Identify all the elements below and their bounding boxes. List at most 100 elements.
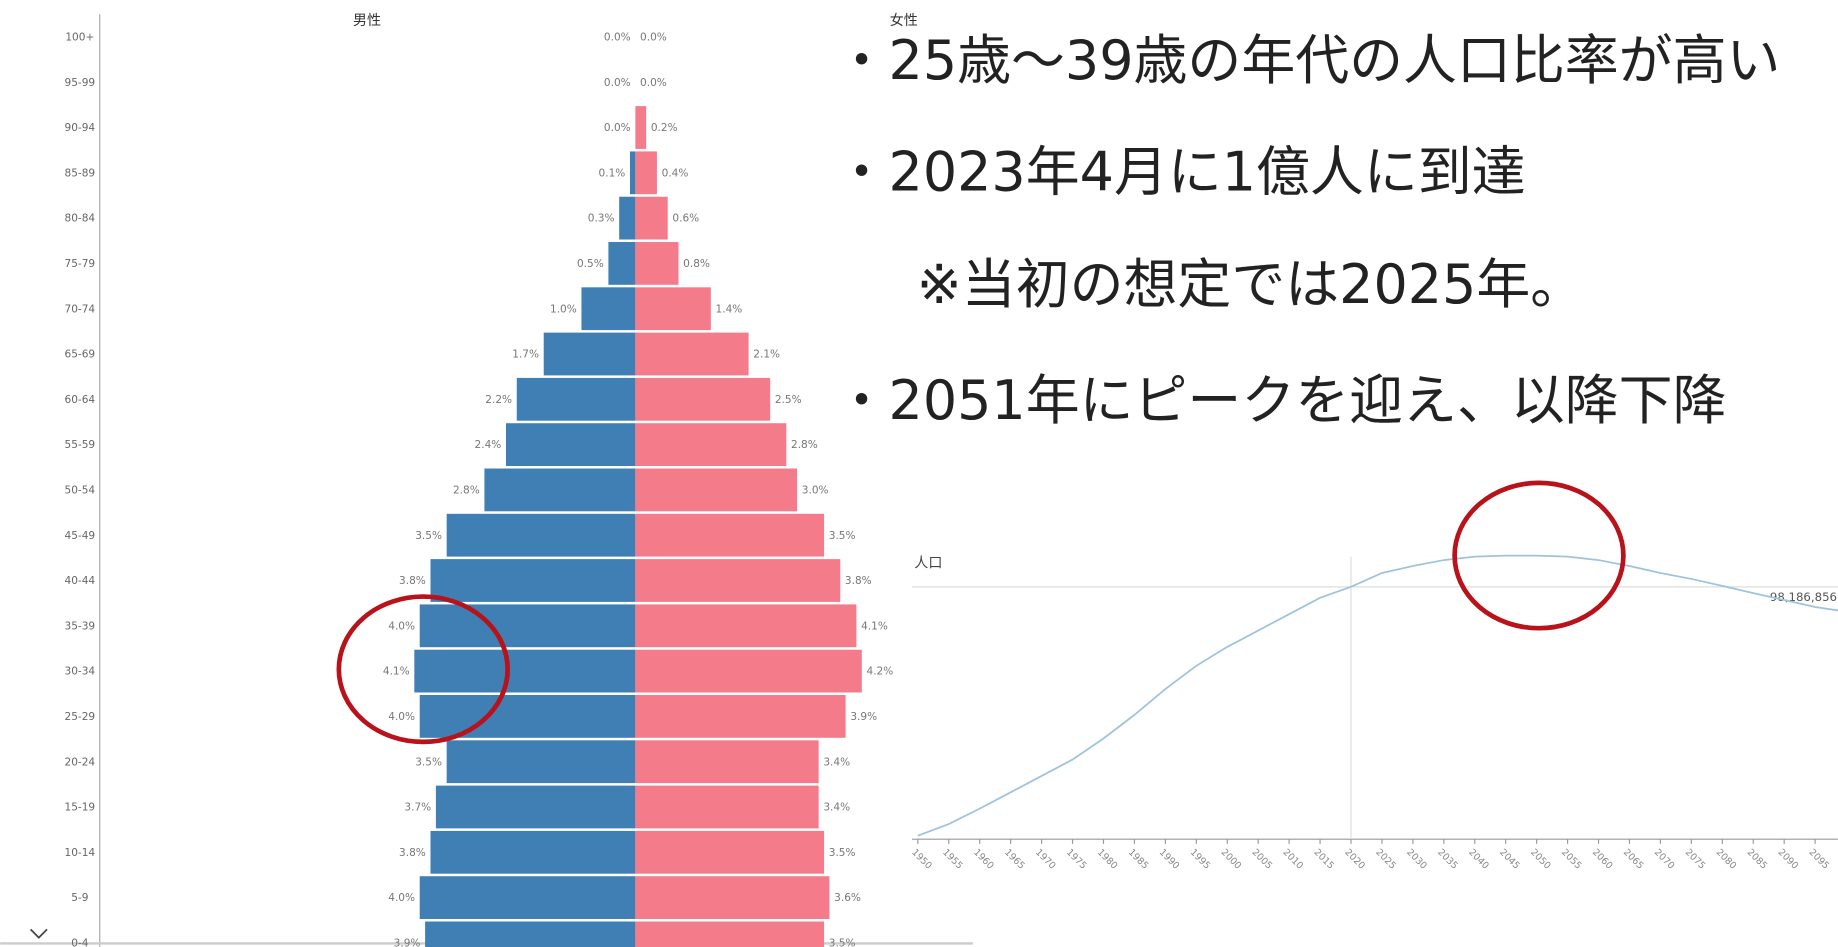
bar xyxy=(446,513,636,557)
bar xyxy=(446,740,636,784)
value-label: 3.5% xyxy=(415,530,442,542)
line xyxy=(917,554,1838,837)
age-label: 95-99 xyxy=(65,77,96,89)
value-label: 4.0% xyxy=(388,620,415,632)
highlight-circle xyxy=(336,594,510,745)
bar xyxy=(635,604,857,648)
age-label: 30-34 xyxy=(65,666,96,678)
age-label: 10-14 xyxy=(65,847,96,859)
highlight-circle xyxy=(1452,480,1626,631)
age-label: 70-74 xyxy=(65,303,96,315)
age-label: 25-29 xyxy=(65,711,96,723)
bar xyxy=(635,785,819,829)
bar xyxy=(635,377,771,421)
bar xyxy=(608,242,636,285)
bar xyxy=(635,559,841,602)
bar xyxy=(505,423,636,466)
series-label: 男性 xyxy=(353,13,381,29)
value-label: 3.5% xyxy=(829,530,856,542)
value-label: 3.9% xyxy=(394,937,421,947)
bar xyxy=(543,332,636,376)
bar xyxy=(629,151,636,195)
bar xyxy=(419,604,636,648)
bar xyxy=(419,876,636,919)
value-label: 1.0% xyxy=(550,303,577,315)
age-label: 100+ xyxy=(65,32,94,44)
bar xyxy=(419,695,636,738)
value-label: 2.8% xyxy=(791,439,818,451)
age-label: 20-24 xyxy=(65,756,96,768)
bar xyxy=(430,830,636,874)
bar xyxy=(635,423,787,466)
age-label: 35-39 xyxy=(65,620,96,632)
age-label: 0-4 xyxy=(71,937,89,947)
value-label: 3.8% xyxy=(845,575,872,587)
bar xyxy=(635,287,711,331)
value-label: 4.0% xyxy=(388,711,415,723)
value-label: 3.6% xyxy=(834,892,861,904)
age-label: 60-64 xyxy=(65,394,96,406)
value-label: 0.6% xyxy=(672,213,699,225)
value-label: 3.5% xyxy=(415,756,442,768)
bar xyxy=(414,649,636,693)
bullet: ・2023年4月に1億人に到達 xyxy=(835,140,1526,203)
value-label: 3.0% xyxy=(802,484,829,496)
age-label: 65-69 xyxy=(65,349,96,361)
value-label: 4.1% xyxy=(861,620,888,632)
bar xyxy=(484,468,636,512)
bar xyxy=(635,332,749,376)
bar xyxy=(635,695,846,738)
age-label: 75-79 xyxy=(65,258,96,270)
bar xyxy=(635,649,862,693)
value-label: 4.2% xyxy=(866,666,893,678)
bar xyxy=(435,785,636,829)
bullet: ※当初の想定では2025年。 xyxy=(917,253,1585,316)
value-label: 0.0% xyxy=(640,77,667,89)
value-label: 0.1% xyxy=(599,167,626,179)
bar xyxy=(635,513,825,557)
age-label: 55-59 xyxy=(65,439,96,451)
value-label: 1.4% xyxy=(716,303,743,315)
age-label: 40-44 xyxy=(65,575,96,587)
value-label: 0.0% xyxy=(604,32,631,44)
bar xyxy=(581,287,636,331)
bar xyxy=(516,377,636,421)
bar xyxy=(635,106,647,149)
value-label: 2.2% xyxy=(485,394,512,406)
bullet: ・25歳～39歳の年代の人口比率が高い xyxy=(835,29,1781,92)
age-label: 5-9 xyxy=(71,892,88,904)
value-label: 1.7% xyxy=(512,349,539,361)
age-label: 15-19 xyxy=(65,802,96,814)
value-label: 2.8% xyxy=(453,484,480,496)
bar xyxy=(425,921,636,947)
value-label: 3.4% xyxy=(823,756,850,768)
bar xyxy=(635,876,830,919)
age-label: 85-89 xyxy=(65,167,96,179)
bullet: ・2051年にピークを迎え、以降下降 xyxy=(835,369,1727,432)
value-label: 0.0% xyxy=(604,122,631,134)
value-label: 0.8% xyxy=(683,258,710,270)
collapse-button[interactable] xyxy=(29,928,48,939)
bar xyxy=(619,196,636,240)
series-label: 女性 xyxy=(890,12,918,29)
value-label: 2.1% xyxy=(753,349,780,361)
bar xyxy=(635,196,668,240)
value-label: 2.5% xyxy=(775,394,802,406)
bar xyxy=(635,921,825,947)
value-label: 4.1% xyxy=(383,666,410,678)
value-label: 0.0% xyxy=(604,77,631,89)
age-label: 50-54 xyxy=(65,484,96,496)
value-label: 0.5% xyxy=(577,258,604,270)
value-label: 0.4% xyxy=(662,167,689,179)
value-label: 2.4% xyxy=(475,439,502,451)
bar xyxy=(635,740,819,784)
crosshair-label: 98,186,856 xyxy=(1770,590,1837,604)
bar xyxy=(635,468,798,512)
age-label: 80-84 xyxy=(65,213,96,225)
value-label: 0.3% xyxy=(588,213,615,225)
value-label: 3.8% xyxy=(399,847,426,859)
bar xyxy=(635,151,657,195)
age-label: 90-94 xyxy=(65,122,96,134)
